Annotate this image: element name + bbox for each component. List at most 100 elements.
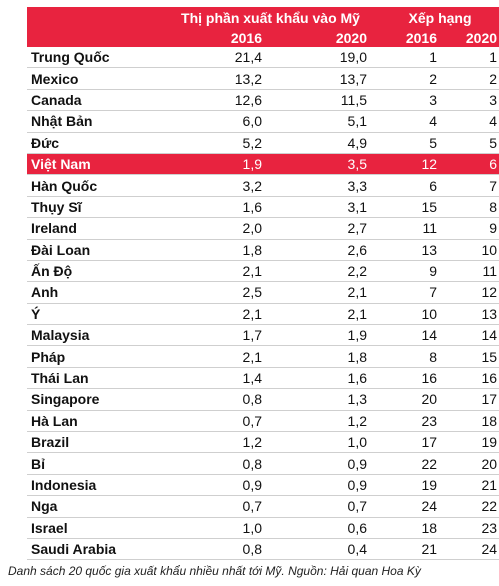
table-row: Brazil 1,2 1,0 17 19 <box>27 431 499 454</box>
rank-2020-cell: 7 <box>443 174 499 197</box>
rank-2020-cell: 5 <box>443 132 499 154</box>
rank-2020-cell: 1 <box>443 47 499 69</box>
rank-2016-cell: 14 <box>373 324 444 347</box>
rank-2020-cell: 22 <box>443 495 499 518</box>
header-row-groups: Thị phần xuất khẩu vào Mỹ Xếp hạng <box>27 7 499 28</box>
rank-2016-cell: 5 <box>373 132 444 154</box>
table-row: Mexico 13,2 13,7 2 2 <box>27 67 499 90</box>
rank-2016-cell: 13 <box>373 239 444 261</box>
share-2020-cell: 1,3 <box>268 388 374 411</box>
country-cell: Bỉ <box>27 452 150 475</box>
share-2016-cell: 1,6 <box>150 196 268 219</box>
country-cell: Mexico <box>27 67 150 90</box>
rank-2016-cell: 21 <box>373 538 444 561</box>
rank-2016-cell: 8 <box>373 345 444 368</box>
rank-2016-cell: 15 <box>373 196 444 219</box>
share-2016-cell: 1,0 <box>150 517 268 539</box>
table-row: Đài Loan 1,8 2,6 13 10 <box>27 239 499 261</box>
share-2020-cell: 2,7 <box>268 217 374 240</box>
table-row: Pháp 2,1 1,8 8 15 <box>27 345 499 368</box>
table-row: Malaysia 1,7 1,9 14 14 <box>27 324 499 347</box>
country-cell: Ấn Độ <box>27 260 150 283</box>
table-row: Nga 0,7 0,7 24 22 <box>27 495 499 518</box>
share-2016-cell: 1,9 <box>150 153 268 176</box>
share-2016-cell: 2,1 <box>150 303 268 326</box>
header-share-2020: 2020 <box>335 29 368 46</box>
table-row: Hà Lan 0,7 1,2 23 18 <box>27 410 499 433</box>
table-row: Thái Lan 1,4 1,6 16 16 <box>27 367 499 390</box>
share-2016-cell: 0,9 <box>150 474 268 497</box>
share-2020-cell: 1,6 <box>268 367 374 390</box>
header-country-blank <box>27 7 150 28</box>
country-cell: Nhật Bản <box>27 110 150 133</box>
share-2020-cell: 0,4 <box>268 538 374 561</box>
rank-2020-cell: 4 <box>443 110 499 133</box>
header-group-rank: Xếp hạng <box>408 9 472 26</box>
table-row: Ấn Độ 2,1 2,2 9 11 <box>27 260 499 283</box>
table-header: Thị phần xuất khẩu vào Mỹ Xếp hạng 2016 … <box>27 7 499 47</box>
table-row: Saudi Arabia 0,8 0,4 21 24 <box>27 538 499 561</box>
country-cell: Ý <box>27 303 150 326</box>
share-2016-cell: 21,4 <box>150 47 268 69</box>
country-cell: Đài Loan <box>27 239 150 261</box>
country-cell: Ireland <box>27 217 150 240</box>
rank-2020-cell: 19 <box>443 431 499 454</box>
table-row: Việt Nam 1,9 3,5 12 6 <box>27 153 499 176</box>
country-cell: Canada <box>27 89 150 112</box>
rank-2020-cell: 12 <box>443 281 499 304</box>
share-2016-cell: 0,8 <box>150 538 268 561</box>
share-2016-cell: 0,8 <box>150 452 268 475</box>
share-2016-cell: 2,0 <box>150 217 268 240</box>
share-2020-cell: 3,3 <box>268 174 374 197</box>
country-cell: Anh <box>27 281 150 304</box>
table-row: Nhật Bản 6,0 5,1 4 4 <box>27 110 499 133</box>
rank-2020-cell: 21 <box>443 474 499 497</box>
rank-2016-cell: 16 <box>373 367 444 390</box>
share-2020-cell: 5,1 <box>268 110 374 133</box>
share-2020-cell: 1,9 <box>268 324 374 347</box>
country-cell: Pháp <box>27 345 150 368</box>
country-cell: Malaysia <box>27 324 150 347</box>
table-row: Hàn Quốc 3,2 3,3 6 7 <box>27 174 499 197</box>
country-cell: Hà Lan <box>27 410 150 433</box>
share-2020-cell: 0,6 <box>268 517 374 539</box>
share-2020-cell: 1,8 <box>268 345 374 368</box>
rank-2020-cell: 6 <box>443 153 499 176</box>
share-2020-cell: 4,9 <box>268 132 374 154</box>
table-row: Anh 2,5 2,1 7 12 <box>27 281 499 304</box>
table-row: Trung Quốc 21,4 19,0 1 1 <box>27 47 499 69</box>
country-cell: Israel <box>27 517 150 539</box>
rank-2016-cell: 20 <box>373 388 444 411</box>
header-row-years: 2016 2020 2016 2020 <box>27 28 499 47</box>
rank-2016-cell: 4 <box>373 110 444 133</box>
rank-2016-cell: 10 <box>373 303 444 326</box>
rank-2016-cell: 19 <box>373 474 444 497</box>
share-2016-cell: 1,4 <box>150 367 268 390</box>
share-2020-cell: 11,5 <box>268 89 374 112</box>
share-2016-cell: 2,5 <box>150 281 268 304</box>
share-2016-cell: 2,1 <box>150 345 268 368</box>
share-2020-cell: 2,1 <box>268 303 374 326</box>
share-2016-cell: 13,2 <box>150 67 268 90</box>
country-cell: Nga <box>27 495 150 518</box>
share-2020-cell: 19,0 <box>268 47 374 69</box>
header-rank-2016: 2016 <box>405 29 438 46</box>
table-row: Đức 5,2 4,9 5 5 <box>27 132 499 154</box>
country-cell: Brazil <box>27 431 150 454</box>
rank-2020-cell: 18 <box>443 410 499 433</box>
table-caption: Danh sách 20 quốc gia xuất khẩu nhiều nh… <box>8 564 421 578</box>
share-2016-cell: 0,8 <box>150 388 268 411</box>
share-2016-cell: 0,7 <box>150 410 268 433</box>
rank-2016-cell: 7 <box>373 281 444 304</box>
share-2016-cell: 5,2 <box>150 132 268 154</box>
rank-2016-cell: 18 <box>373 517 444 539</box>
country-cell: Indonesia <box>27 474 150 497</box>
rank-2020-cell: 24 <box>443 538 499 561</box>
rank-2016-cell: 9 <box>373 260 444 283</box>
rank-2020-cell: 2 <box>443 67 499 90</box>
rank-2020-cell: 23 <box>443 517 499 539</box>
rank-2020-cell: 13 <box>443 303 499 326</box>
share-2020-cell: 1,0 <box>268 431 374 454</box>
country-cell: Hàn Quốc <box>27 174 150 197</box>
share-2016-cell: 1,8 <box>150 239 268 261</box>
